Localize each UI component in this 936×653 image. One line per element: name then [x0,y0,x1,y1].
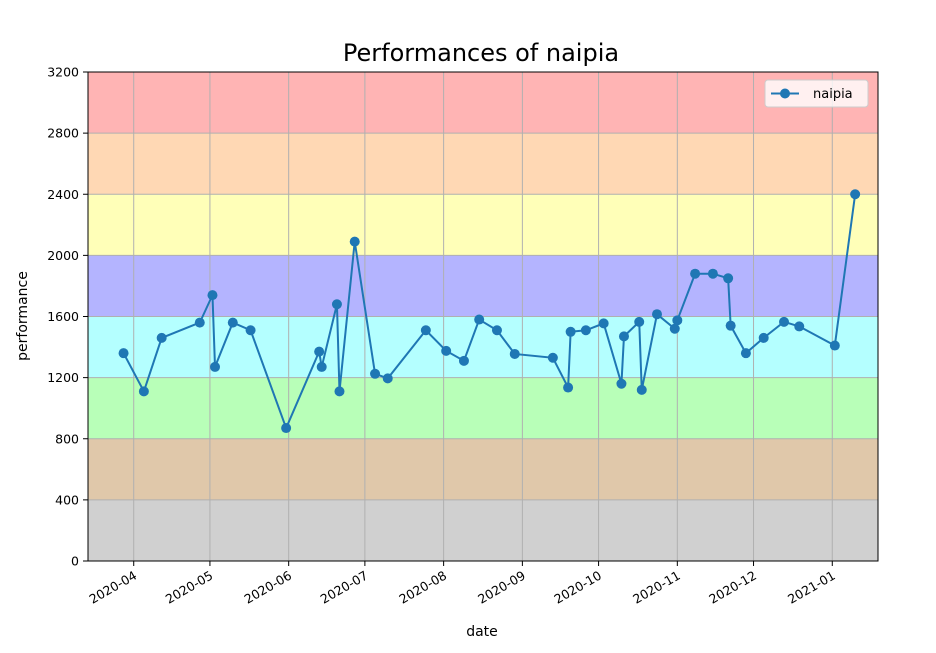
y-tick-label: 2400 [47,187,79,202]
x-axis-label: date [466,624,498,640]
rating-band [88,72,878,134]
data-point [194,317,205,328]
y-tick-label: 2000 [47,248,79,263]
data-point [156,332,167,343]
data-point [794,321,805,332]
data-point [690,268,701,279]
data-point [725,320,736,331]
x-axis: 2020-04 2020-05 2020-06 2020-07 2020-08 2020-… [86,561,838,607]
rating-band [88,377,878,439]
data-point [420,325,431,336]
data-point [598,318,609,329]
legend-box [764,79,869,108]
rating-band [88,499,878,561]
data-point [245,325,256,336]
data-point [669,323,680,334]
legend-label: naipia [813,87,853,102]
x-tick-label: 2020-05 [163,568,216,607]
series-layer [118,189,861,434]
data-point [740,348,751,359]
y-tick-label: 800 [55,431,79,446]
data-point [331,299,342,310]
data-point [636,384,647,395]
y-tick-label: 400 [55,492,79,507]
data-point [138,386,149,397]
legend-marker-swatch [780,88,790,99]
rating-band [88,438,878,500]
data-point [547,352,558,363]
data-point [441,345,452,356]
data-point [491,325,502,336]
y-tick-label: 0 [71,554,79,569]
data-point [207,290,218,301]
data-point [707,268,718,279]
data-point [616,378,627,389]
data-point [634,316,645,327]
data-point [850,189,861,200]
y-tick-label: 1600 [47,309,79,324]
x-tick-label: 2020-08 [396,568,449,607]
data-point [349,236,360,247]
x-tick-label: 2020-07 [318,568,371,607]
x-tick-label: 2020-06 [241,568,294,607]
data-point [779,316,790,327]
data-point [334,386,345,397]
data-point [672,315,683,326]
y-tick-label: 2800 [47,126,79,141]
data-point [652,309,662,320]
x-tick-label: 2020-11 [630,568,683,607]
x-tick-label: 2020-12 [706,568,759,607]
data-point [316,361,327,372]
rating-band [88,133,878,195]
x-tick-label: 2020-04 [86,568,139,607]
grid-lines [88,71,878,562]
data-point [758,332,769,343]
data-point [829,340,840,351]
data-point [458,355,469,366]
y-axis: 0 400 800 1200 1600 2000 2400 2800 3200 [47,65,88,569]
legend: naipia [764,79,869,108]
rating-band [88,316,878,378]
data-point [210,361,221,372]
data-point [382,373,393,384]
data-point [118,348,129,359]
data-point [227,317,238,328]
rating-band [88,255,878,317]
data-point [580,325,591,336]
x-tick-label: 2021-01 [785,568,838,607]
y-axis-label: performance [15,271,31,361]
data-point [509,348,520,359]
y-tick-label: 3200 [47,65,79,80]
data-point [565,326,576,337]
chart-title: Performances of naipia [343,39,619,67]
rating-band [88,194,878,256]
data-point [618,331,629,342]
data-point [723,273,734,284]
data-point [474,314,485,325]
x-tick-label: 2020-09 [475,568,528,607]
data-point [314,346,325,357]
data-point [281,423,292,434]
rating-bands [88,72,878,561]
y-tick-label: 1200 [47,370,79,385]
x-tick-label: 2020-10 [551,568,604,607]
data-point [370,368,381,379]
data-point [563,382,574,393]
